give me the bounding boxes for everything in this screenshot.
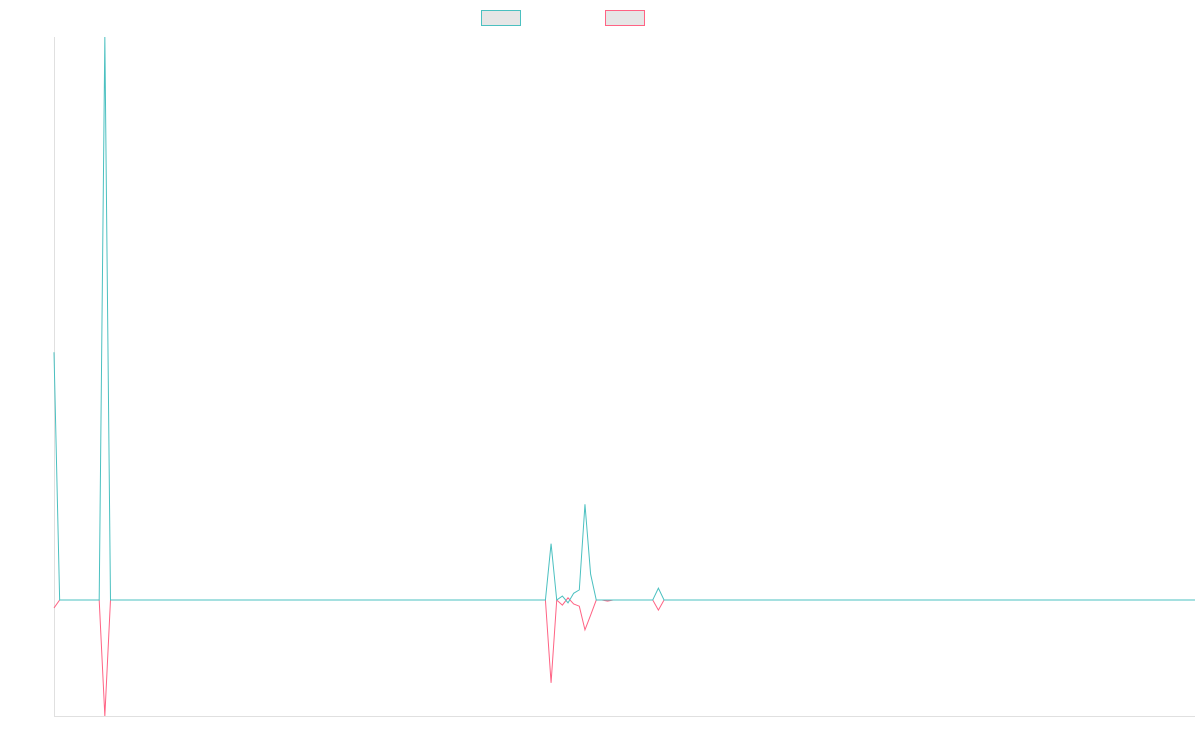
series-line <box>53 36 1195 604</box>
series-line <box>53 596 1195 717</box>
legend-swatch[interactable] <box>605 10 645 26</box>
legend-swatch[interactable] <box>481 10 521 26</box>
